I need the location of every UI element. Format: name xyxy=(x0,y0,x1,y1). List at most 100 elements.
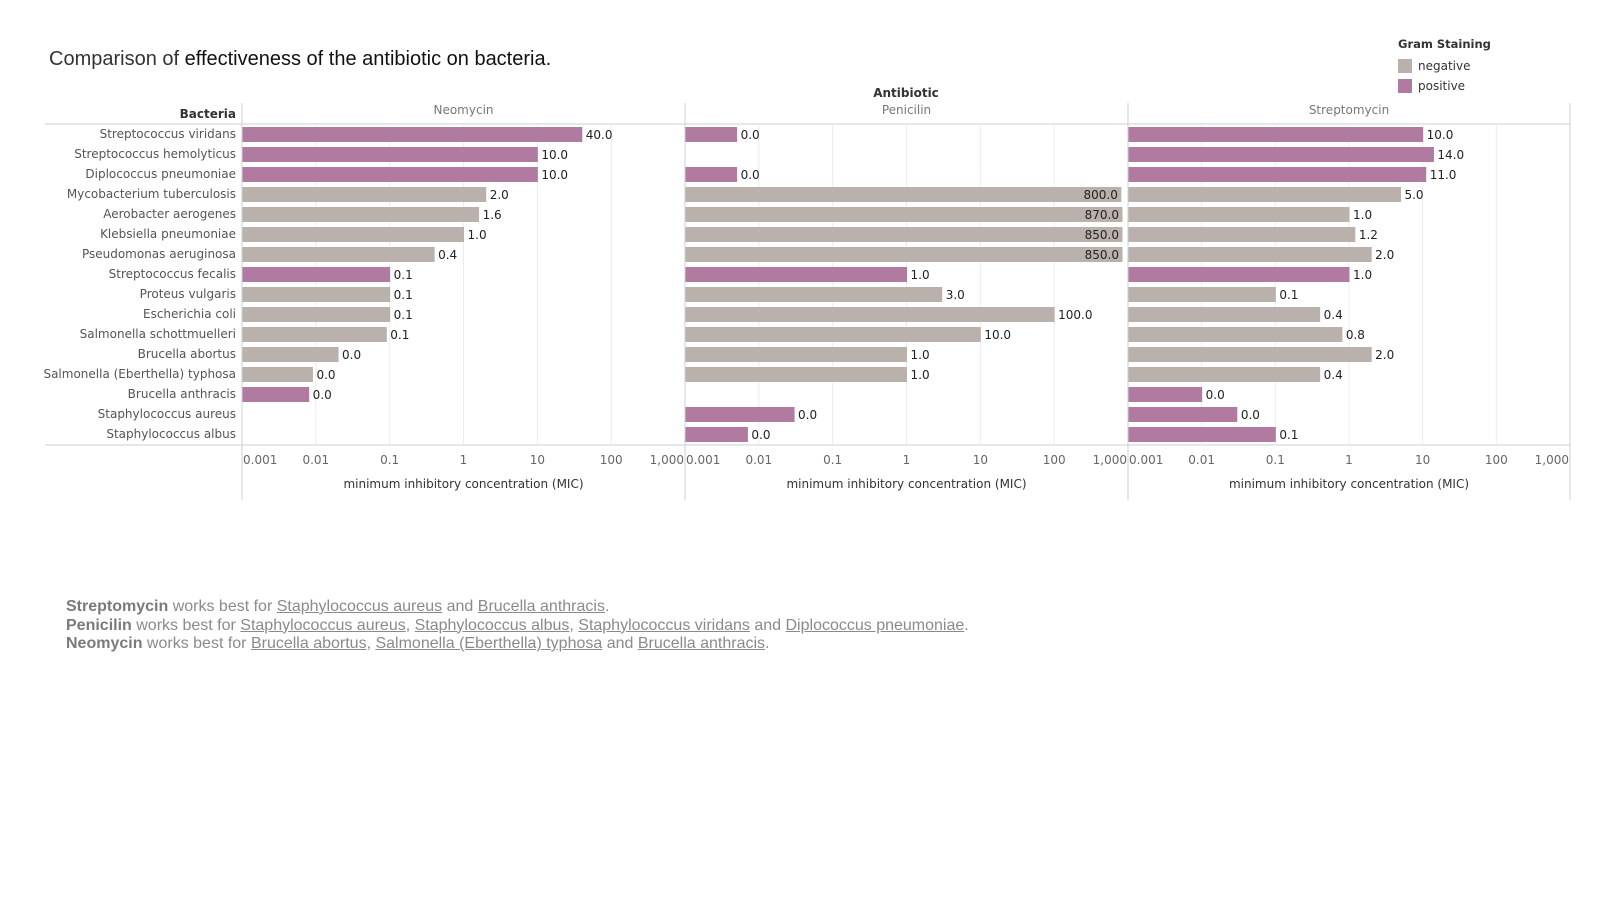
summary-bacteria-link[interactable]: Brucella abortus xyxy=(250,635,367,652)
data-label: 0.0 xyxy=(1241,408,1260,422)
legend-title: Gram Staining xyxy=(1398,37,1491,51)
summary-drug: Neomycin xyxy=(66,635,143,652)
data-label: 5.0 xyxy=(1404,188,1423,202)
category-label: Streptococcus hemolyticus xyxy=(74,147,236,161)
tick-label: 10 xyxy=(1415,453,1430,467)
data-label: 2.0 xyxy=(490,188,509,202)
tick-label: 1 xyxy=(460,453,468,467)
bar xyxy=(685,307,1055,322)
data-label: 1.2 xyxy=(1359,228,1378,242)
bar xyxy=(685,427,748,442)
legend-swatch-positive xyxy=(1398,79,1412,93)
panel-title-penicilin: Penicilin xyxy=(882,103,931,117)
bar xyxy=(685,247,1123,262)
bar xyxy=(242,167,538,182)
legend-item-negative[interactable]: negative xyxy=(1398,56,1491,76)
bar xyxy=(1128,207,1350,222)
category-label: Escherichia coli xyxy=(143,307,236,321)
data-label: 0.1 xyxy=(394,308,413,322)
data-label: 850.0 xyxy=(1085,248,1119,262)
data-label: 2.0 xyxy=(1375,248,1394,262)
data-label: 0.1 xyxy=(1279,288,1298,302)
data-label: 10.0 xyxy=(1427,128,1454,142)
data-label: 850.0 xyxy=(1085,228,1119,242)
chart-title-lead: Comparison of xyxy=(49,48,180,70)
legend-item-positive[interactable]: positive xyxy=(1398,76,1491,96)
summary-bacteria-link[interactable]: Diplococcus pneumoniae xyxy=(785,616,965,634)
data-label: 0.1 xyxy=(1279,428,1298,442)
bar xyxy=(685,347,907,362)
data-label: 0.1 xyxy=(394,288,413,302)
tick-label: 0.1 xyxy=(380,453,399,467)
bar xyxy=(1128,307,1321,322)
tick-label: 1,000 xyxy=(1535,453,1569,467)
summary-drug: Streptomycin xyxy=(66,598,169,615)
category-label: Staphylococcus albus xyxy=(106,427,236,441)
bar xyxy=(242,287,391,302)
data-label: 0.0 xyxy=(798,408,817,422)
tick-label: 10 xyxy=(973,453,988,467)
summary-bacteria-link[interactable]: Staphylococcus aureus xyxy=(240,616,406,634)
bar xyxy=(242,127,583,142)
panel-title-neomycin: Neomycin xyxy=(433,103,493,117)
tick-label: 0.1 xyxy=(823,453,842,467)
data-label: 1.0 xyxy=(468,228,487,242)
bar xyxy=(242,387,310,402)
bar xyxy=(1128,167,1427,182)
data-label: 10.0 xyxy=(984,328,1011,342)
data-label: 0.0 xyxy=(741,128,760,142)
bar xyxy=(1128,347,1372,362)
category-label: Brucella anthracis xyxy=(128,387,236,401)
tick-label: 100 xyxy=(1485,453,1508,467)
summary-bacteria-link[interactable]: Salmonella (Eberthella) typhosa xyxy=(375,635,603,652)
tick-label: 0.01 xyxy=(302,453,329,467)
data-label: 0.8 xyxy=(1346,328,1365,342)
bar xyxy=(1128,187,1401,202)
summary-bacteria-link[interactable]: Staphylococcus viridans xyxy=(578,616,750,634)
summary-bacteria-link[interactable]: Brucella anthracis xyxy=(637,635,766,652)
bar xyxy=(685,367,907,382)
panel-title-streptomycin: Streptomycin xyxy=(1309,103,1389,117)
legend: Gram Staining negative positive xyxy=(1398,37,1491,96)
summary-bacteria-link[interactable]: Staphylococcus aureus xyxy=(276,598,443,615)
bar xyxy=(242,307,391,322)
bar xyxy=(242,187,487,202)
bar xyxy=(1128,147,1434,162)
bar xyxy=(685,287,943,302)
x-axis-title: minimum inhibitory concentration (MIC) xyxy=(786,477,1026,491)
bar xyxy=(1128,327,1343,342)
bar xyxy=(1128,407,1238,422)
bar xyxy=(685,127,738,142)
data-label: 0.4 xyxy=(1324,308,1343,322)
category-label: Pseudomonas aeruginosa xyxy=(82,247,236,261)
category-label: Klebsiella pneumoniae xyxy=(100,227,236,241)
tick-label: 0.001 xyxy=(243,453,277,467)
tick-label: 10 xyxy=(530,453,545,467)
bar xyxy=(242,327,387,342)
data-label: 800.0 xyxy=(1083,188,1117,202)
bar xyxy=(1128,127,1424,142)
bar xyxy=(685,267,907,282)
category-label: Diplococcus pneumoniae xyxy=(85,167,236,181)
summary-bacteria-link[interactable]: Brucella anthracis xyxy=(477,598,605,615)
data-label: 1.0 xyxy=(911,268,930,282)
bar xyxy=(242,267,391,282)
summary-bacteria-link[interactable]: Staphylococcus albus xyxy=(414,616,570,634)
category-label: Salmonella (Eberthella) typhosa xyxy=(43,367,236,381)
bar xyxy=(242,247,435,262)
summary-notes: Streptomycin works best for Staphylococc… xyxy=(66,598,969,654)
data-label: 14.0 xyxy=(1437,148,1464,162)
data-label: 0.0 xyxy=(316,368,335,382)
category-label: Streptococcus viridans xyxy=(100,127,236,141)
data-label: 1.0 xyxy=(1353,268,1372,282)
bar xyxy=(242,147,538,162)
tick-label: 1 xyxy=(903,453,911,467)
x-axis-title: minimum inhibitory concentration (MIC) xyxy=(1229,477,1469,491)
category-label: Proteus vulgaris xyxy=(140,287,236,301)
bar xyxy=(1128,287,1276,302)
data-label: 0.0 xyxy=(342,348,361,362)
category-label: Brucella abortus xyxy=(138,347,236,361)
category-label: Salmonella schottmuelleri xyxy=(80,327,236,341)
data-label: 870.0 xyxy=(1085,208,1119,222)
legend-label-positive: positive xyxy=(1418,79,1466,93)
